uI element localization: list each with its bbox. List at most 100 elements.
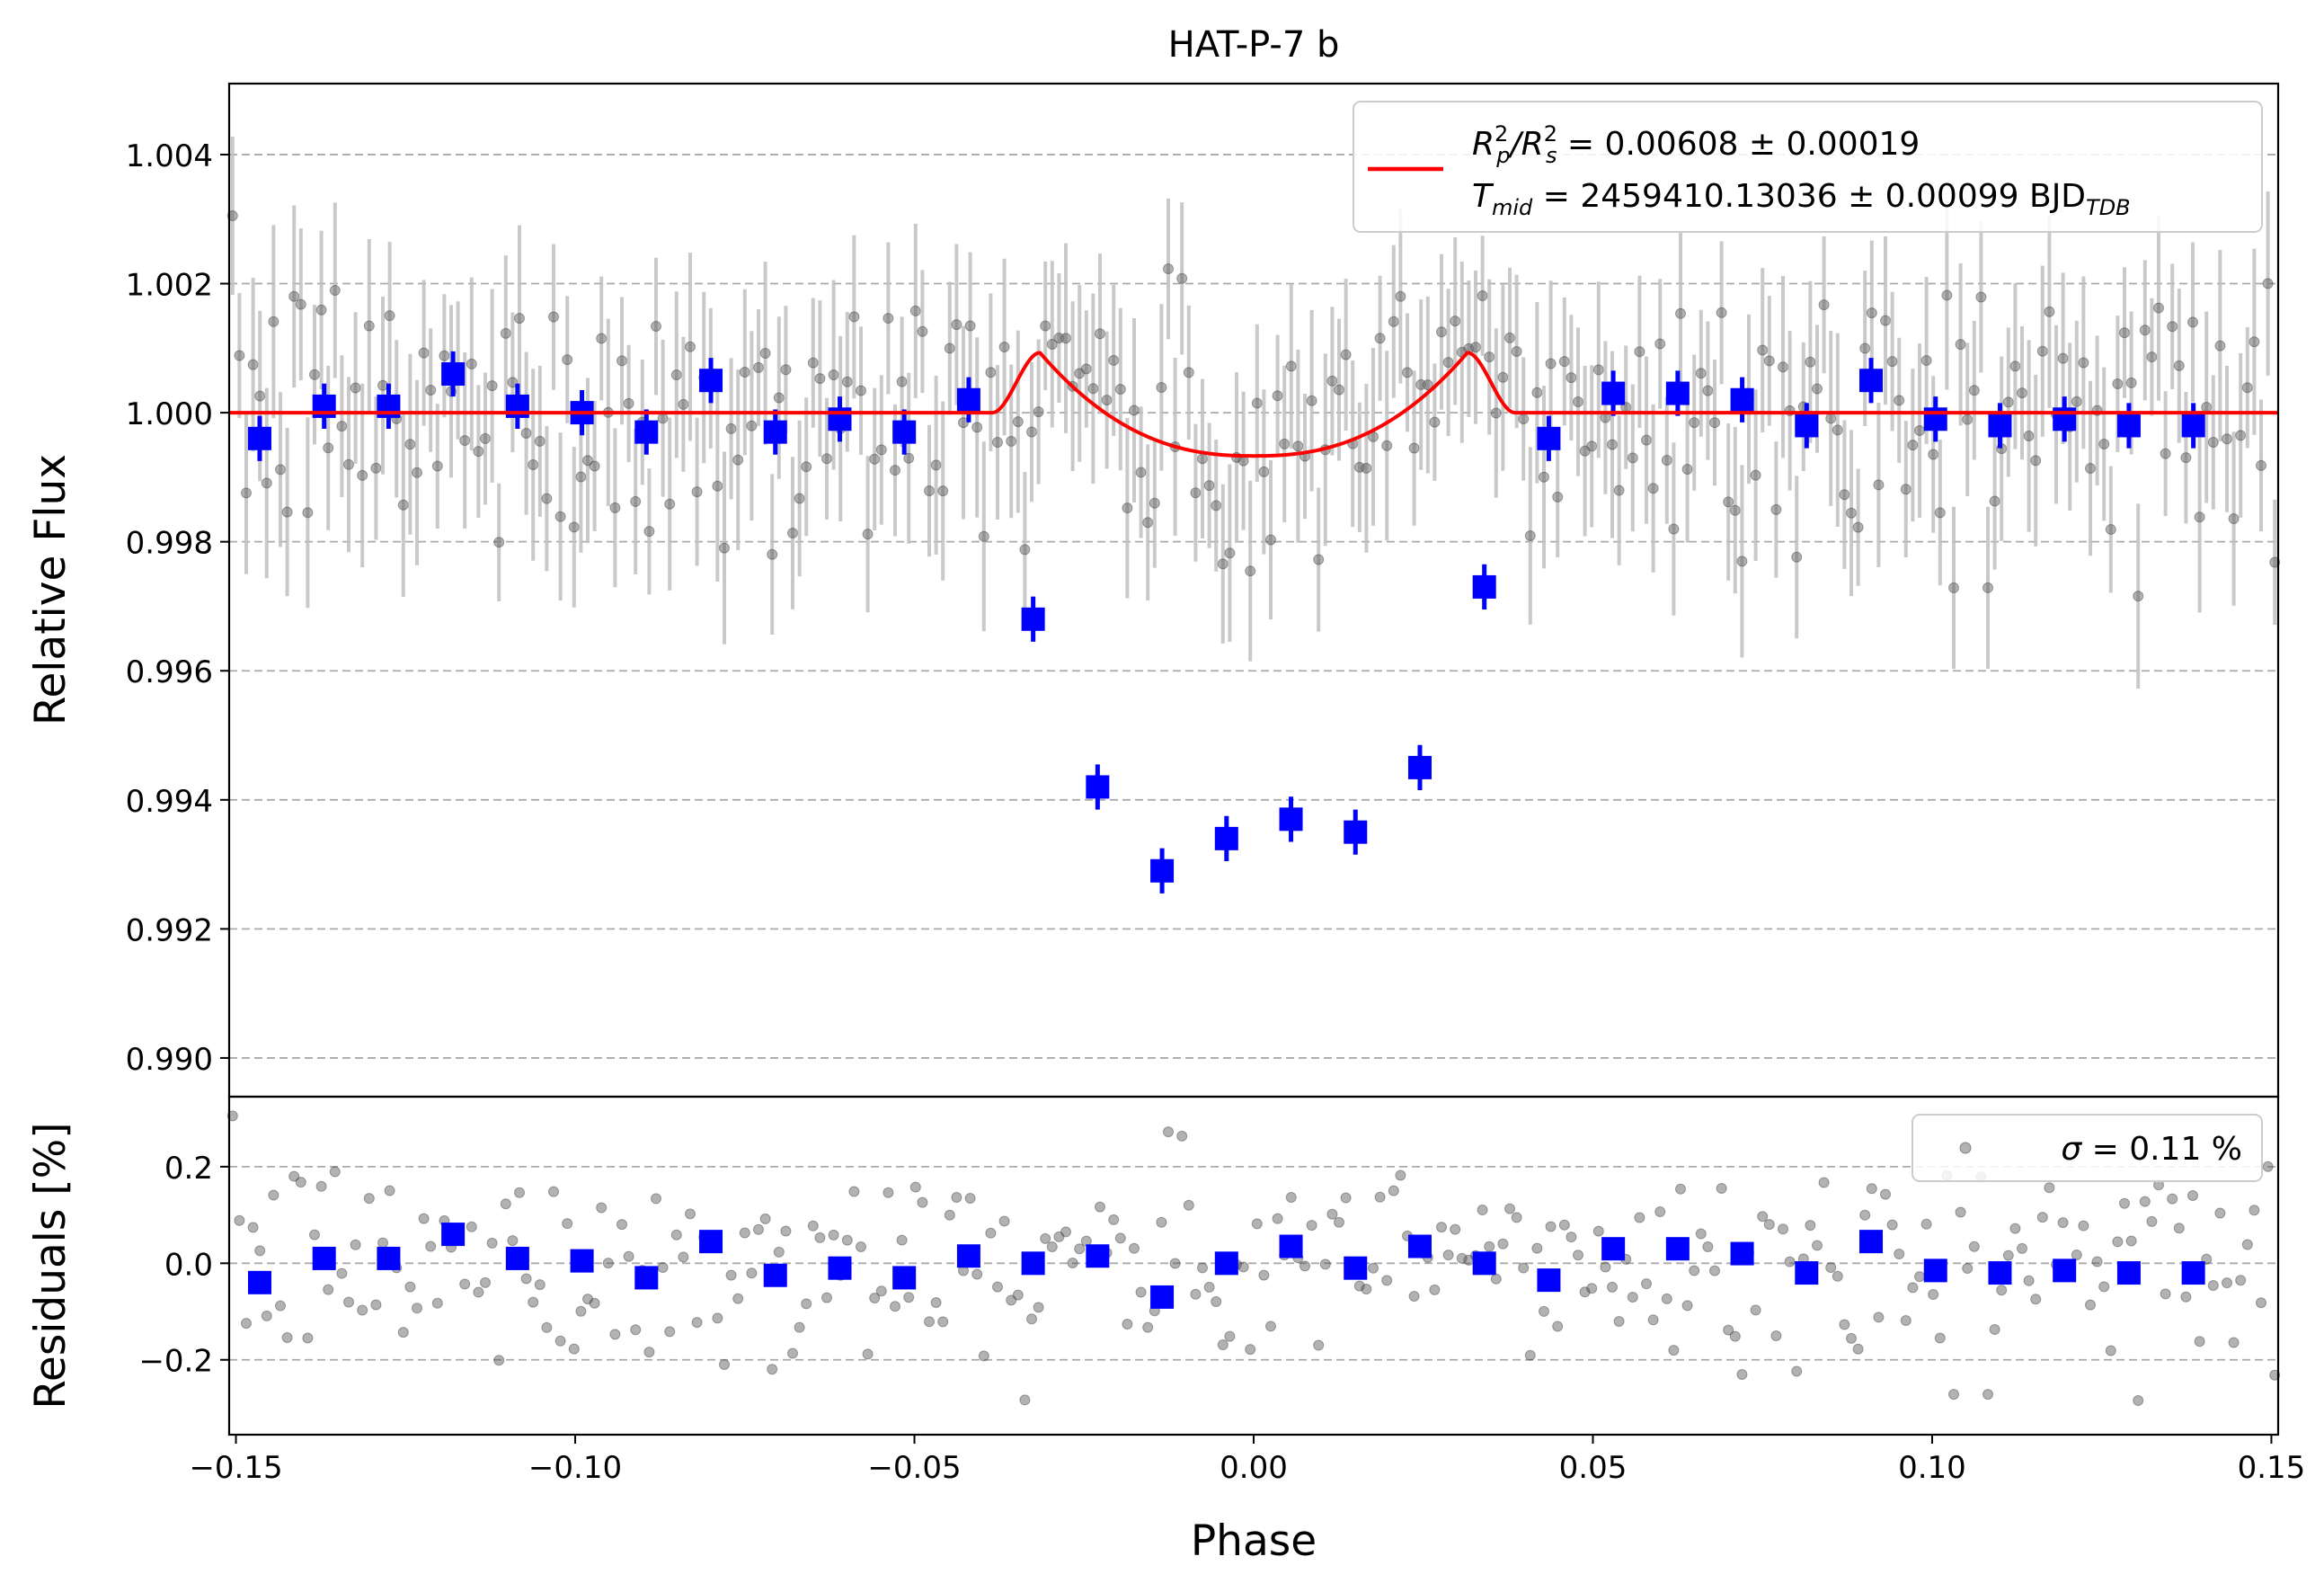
residual-raw-point — [302, 1332, 314, 1344]
raw-data-point — [1928, 449, 1939, 460]
raw-data-point — [1524, 530, 1536, 542]
x-tick-label: 0.10 — [1898, 1450, 1966, 1486]
residual-raw-point — [1381, 1275, 1393, 1286]
residual-raw-point — [554, 1335, 566, 1347]
residual-raw-point — [1661, 1293, 1672, 1304]
residual-raw-point — [2078, 1220, 2089, 1232]
binned-data-point — [2181, 414, 2205, 438]
residual-binned-point — [763, 1263, 787, 1287]
binned-data-point — [1086, 775, 1110, 799]
x-tick-label: 0.05 — [1559, 1450, 1628, 1486]
residual-raw-point — [1818, 1177, 1830, 1188]
binned-data-point — [634, 420, 659, 444]
residual-raw-point — [2173, 1223, 2185, 1234]
residual-raw-point — [780, 1225, 792, 1237]
residual-raw-point — [480, 1276, 491, 1288]
residual-raw-point — [568, 1343, 580, 1355]
residual-raw-point — [1353, 1280, 1365, 1292]
residual-raw-point — [1395, 1169, 1406, 1181]
residual-raw-point — [883, 1187, 894, 1198]
residual-raw-point — [657, 1261, 669, 1273]
residual-binned-point — [441, 1223, 466, 1247]
residual-raw-point — [944, 1209, 955, 1221]
raw-data-point — [1539, 471, 1549, 483]
raw-data-point — [1135, 467, 1147, 478]
residuals-panel: −0.2 0.0 0.2 −0.15 −0.10 −0.05 0.00 0.05 0.10 0.… — [26, 1095, 2305, 1566]
raw-data-point — [2180, 452, 2192, 464]
raw-data-point — [2009, 360, 2021, 372]
residual-raw-point — [1627, 1291, 1638, 1303]
residual-raw-point — [2036, 1212, 2048, 1223]
residual-raw-point — [1490, 1273, 1502, 1285]
residual-raw-point — [2160, 1288, 2171, 1300]
residual-raw-point — [357, 1304, 368, 1316]
raw-data-point — [1019, 544, 1031, 556]
raw-data-point — [1989, 495, 2000, 507]
residual-raw-point — [363, 1193, 375, 1205]
binned-data-point — [1279, 807, 1303, 832]
residual-raw-point — [377, 1237, 388, 1249]
raw-data-point — [2173, 360, 2185, 371]
residual-binned-point — [1279, 1234, 1303, 1258]
residual-y-tick-label: 0.2 — [164, 1151, 213, 1187]
main-y-axis-label: Relative Flux — [26, 454, 75, 725]
residual-raw-point — [1654, 1205, 1666, 1217]
raw-data-point — [862, 529, 874, 540]
raw-data-point — [787, 528, 798, 539]
raw-data-point — [2036, 345, 2048, 357]
residual-y-ticks: −0.2 0.0 0.2 — [138, 1151, 229, 1380]
main-y-tick-label: 1.004 — [126, 138, 213, 174]
residual-raw-point — [1477, 1204, 1488, 1215]
raw-data-point — [725, 422, 737, 434]
raw-data-point — [1812, 383, 1823, 395]
x-tick-label: −0.05 — [867, 1450, 961, 1486]
raw-data-point — [507, 377, 519, 388]
residual-raw-point — [794, 1321, 805, 1333]
residual-raw-point — [664, 1326, 676, 1338]
residual-raw-point — [514, 1187, 525, 1198]
raw-data-point — [1258, 466, 1270, 477]
raw-data-point — [247, 359, 259, 370]
x-axis-label: Phase — [1191, 1516, 1317, 1566]
raw-data-point — [329, 284, 341, 296]
binned-data-point — [1601, 381, 1626, 405]
raw-data-point — [1982, 582, 1993, 593]
residual-binned-point — [1407, 1234, 1432, 1258]
raw-data-point — [875, 444, 887, 456]
residual-raw-point — [712, 1312, 723, 1324]
binned-data-point — [1795, 414, 1819, 438]
binned-data-point — [1472, 574, 1496, 599]
residual-raw-point — [575, 1305, 587, 1317]
raw-data-point — [2030, 455, 2042, 467]
residual-binned-point — [1859, 1230, 1884, 1254]
raw-data-point — [719, 542, 730, 554]
residual-raw-point — [930, 1296, 942, 1308]
residual-raw-point — [1299, 1260, 1310, 1272]
raw-data-point — [1142, 517, 1154, 529]
raw-data-point — [1934, 507, 1946, 519]
residual-raw-point — [1026, 1313, 1037, 1325]
raw-data-point — [2023, 430, 2035, 441]
raw-data-point — [1968, 385, 1980, 396]
residual-raw-point — [828, 1229, 839, 1241]
residual-raw-point — [562, 1218, 573, 1230]
raw-data-point — [1920, 354, 1932, 366]
raw-data-point — [2153, 302, 2164, 314]
residual-raw-point — [1989, 1323, 2000, 1335]
raw-data-point — [1689, 417, 1700, 429]
raw-data-point — [1627, 452, 1638, 464]
residual-raw-point — [1450, 1223, 1461, 1235]
raw-data-point — [1306, 395, 1317, 406]
residual-raw-point — [2256, 1297, 2266, 1309]
residual-raw-point — [254, 1245, 266, 1257]
raw-data-point — [500, 327, 511, 339]
residual-binned-point — [570, 1249, 594, 1273]
raw-data-point — [1060, 333, 1071, 344]
raw-data-point — [753, 361, 764, 373]
raw-data-point — [1880, 315, 1891, 326]
raw-data-point — [493, 537, 505, 548]
residual-raw-point — [2098, 1281, 2110, 1293]
raw-data-point — [1545, 358, 1557, 369]
residual-raw-point — [1634, 1212, 1645, 1223]
binned-data-point — [441, 362, 466, 387]
